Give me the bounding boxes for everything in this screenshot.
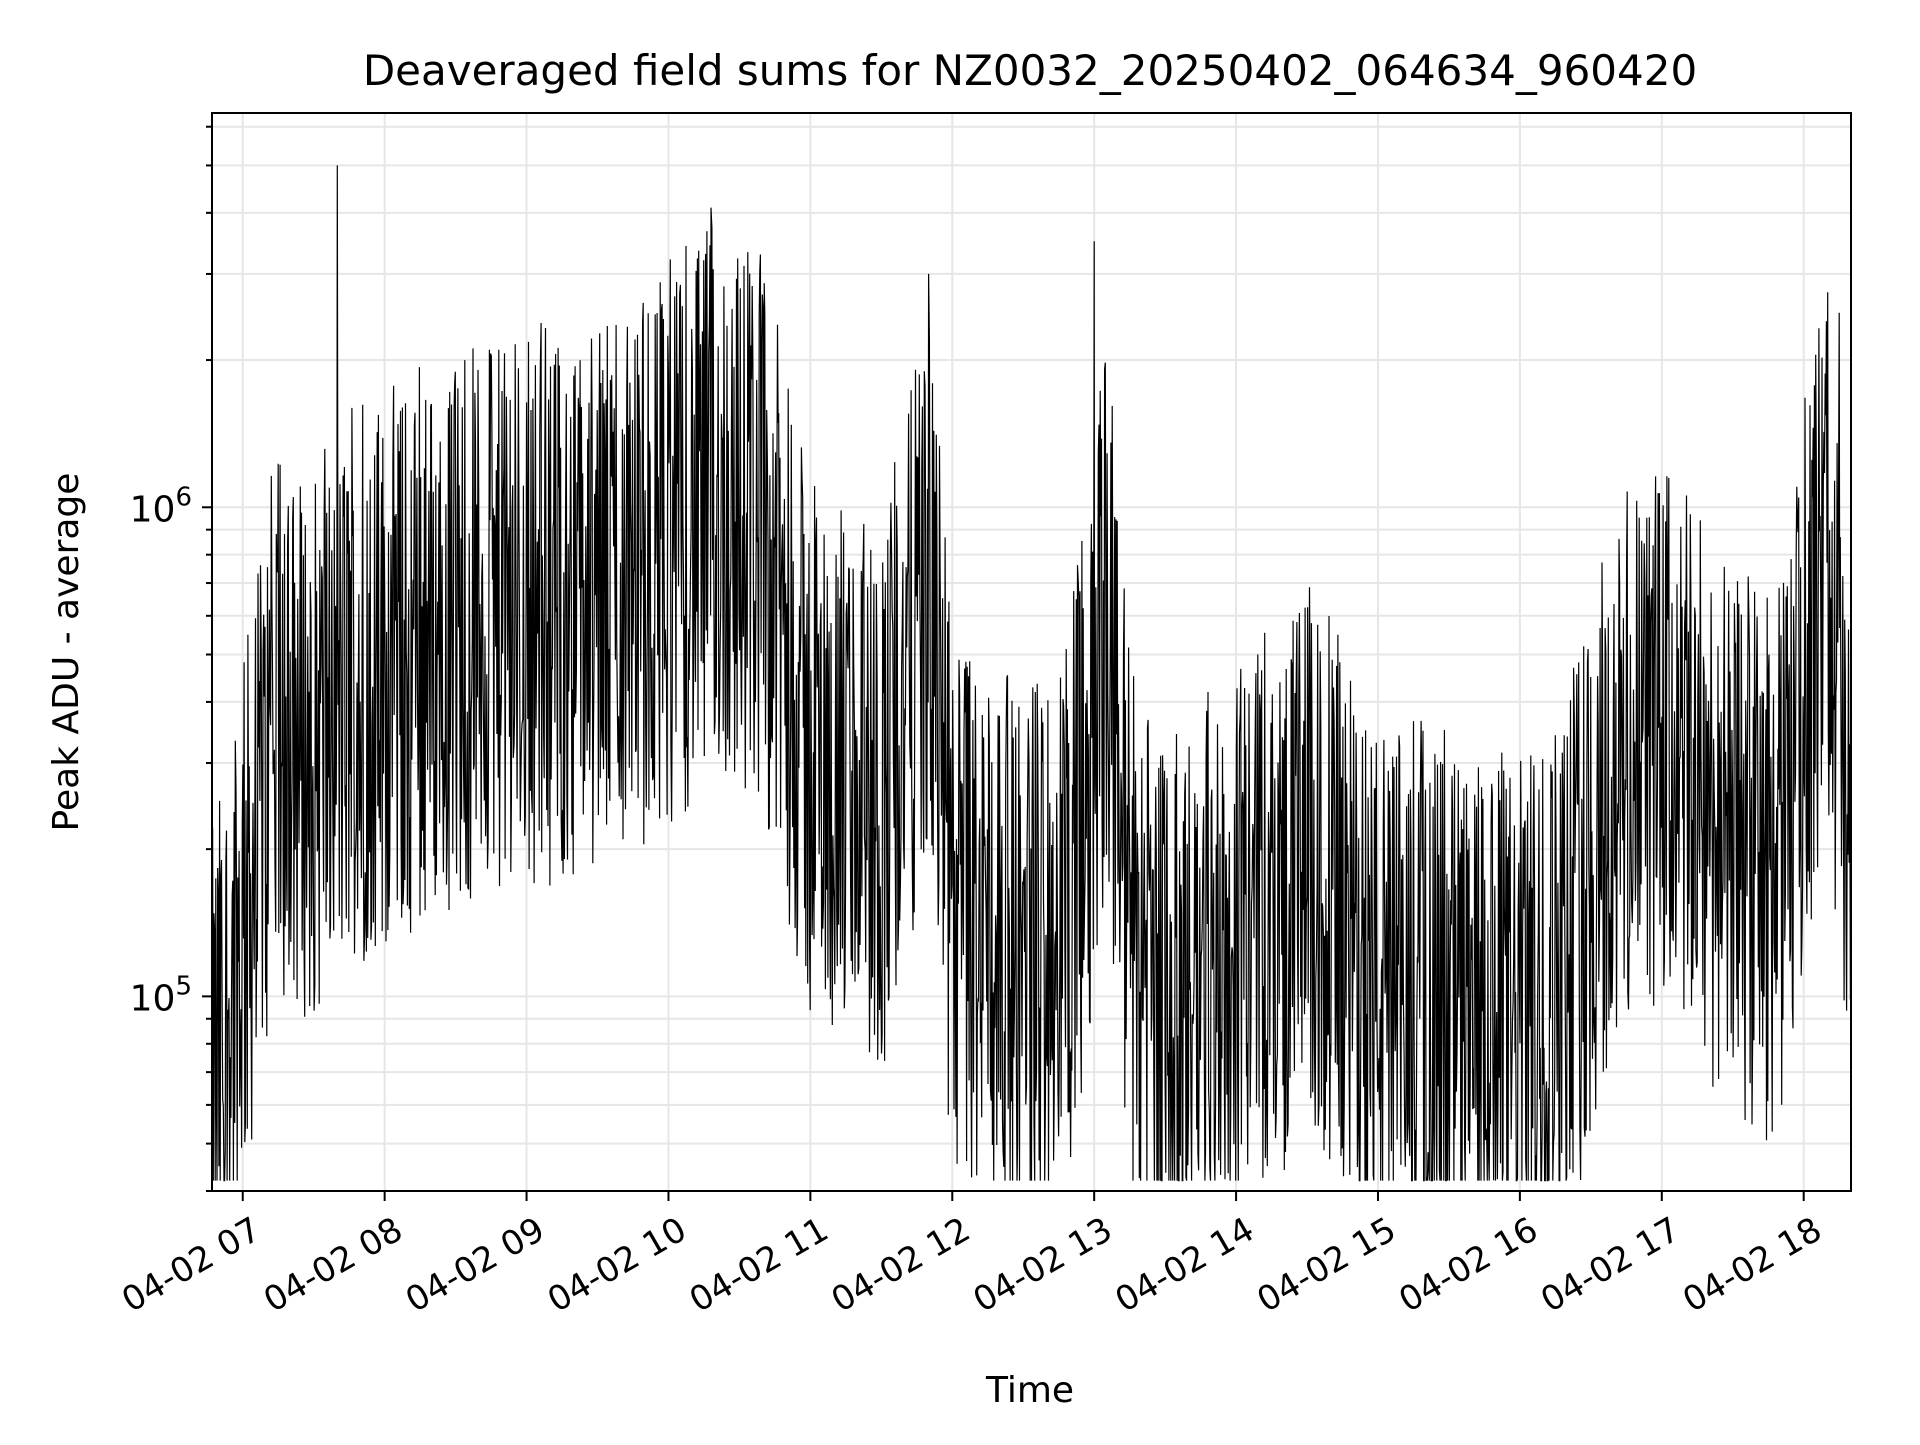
x-axis-label: Time: [985, 1370, 1074, 1411]
series-layer: [211, 165, 1852, 1182]
y-tick-label: 106: [130, 482, 192, 530]
data-series-line: [211, 165, 1852, 1182]
y-axis-label: Peak ADU - average: [46, 473, 87, 832]
plot-frame: [211, 112, 1852, 1192]
chart-title: Deaveraged field sums for NZ0032_2025040…: [363, 46, 1697, 95]
y-tick-label: 105: [130, 971, 192, 1019]
